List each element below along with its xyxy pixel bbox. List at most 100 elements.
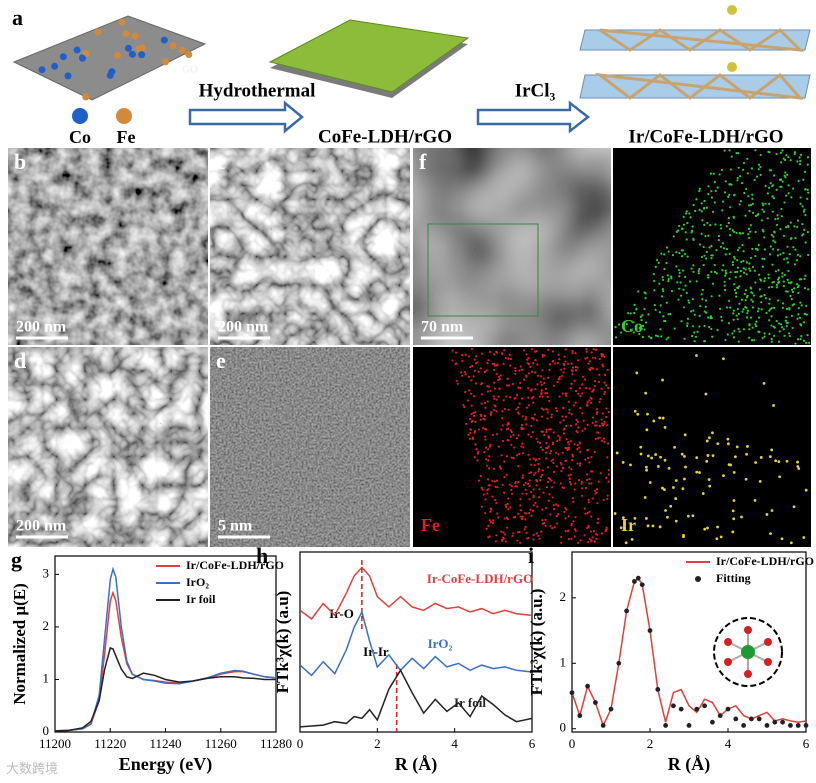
map-dot (607, 411, 610, 414)
map-dot (541, 355, 544, 358)
map-dot (546, 466, 549, 469)
map-dot (782, 328, 785, 331)
map-dot (529, 471, 533, 474)
map-dot (571, 459, 574, 462)
map-dot (474, 411, 477, 414)
map-dot (545, 442, 548, 445)
map-dot (501, 538, 504, 542)
co-atom (72, 108, 88, 124)
map-dot (603, 355, 606, 358)
map-dot (781, 272, 784, 275)
map-dot (755, 175, 759, 178)
map-dot (496, 485, 499, 489)
map-dot (787, 225, 790, 228)
map-dot (589, 396, 592, 399)
map-dot (737, 312, 740, 315)
map-dot (530, 348, 533, 351)
map-dot (763, 335, 766, 338)
map-dot (477, 479, 481, 482)
map-dot (702, 207, 706, 210)
map-dot (571, 352, 574, 355)
map-dot (799, 202, 802, 205)
map-dot (586, 423, 589, 427)
map-dot (540, 530, 543, 533)
map-dot (472, 375, 475, 378)
map-dot (586, 401, 589, 404)
map-dot (737, 340, 740, 343)
map-dot (772, 197, 776, 200)
map-dot (751, 247, 754, 251)
map-dot (550, 416, 553, 419)
map-dot (530, 424, 533, 427)
go-sheet (12, 15, 207, 101)
map-dot (806, 197, 809, 200)
map-dot (546, 417, 549, 420)
atom (38, 66, 46, 74)
map-dot (780, 207, 783, 211)
map-dot (661, 276, 664, 279)
map-dot (598, 424, 601, 428)
map-dot (679, 281, 682, 284)
map-dot (723, 149, 726, 152)
map-dot (643, 328, 646, 331)
x-tick-label: 2 (374, 736, 381, 751)
map-dot (501, 439, 505, 443)
map-dot (535, 532, 538, 535)
map-dot (745, 296, 749, 299)
map-dot (661, 416, 665, 420)
map-dot (703, 310, 706, 313)
map-dot (663, 458, 667, 462)
map-dot (663, 425, 667, 429)
map-dot (552, 461, 555, 465)
map-dot (681, 487, 685, 491)
map-dot (779, 151, 782, 154)
map-dot (789, 159, 792, 162)
map-dot (596, 410, 599, 414)
map-dot (479, 367, 482, 370)
map-dot (703, 340, 706, 343)
inset-atom (724, 638, 732, 646)
map-dot (725, 306, 729, 309)
map-dot (734, 291, 738, 294)
map-dot (472, 394, 476, 398)
map-label: Fe (421, 515, 440, 535)
map-dot (529, 490, 533, 494)
map-dot (600, 439, 604, 442)
map-dot (567, 400, 570, 403)
map-dot (763, 279, 766, 283)
map-dot (569, 424, 573, 427)
map-dot (676, 281, 679, 284)
map-dot (636, 412, 640, 416)
map-dot (690, 231, 693, 234)
map-dot (763, 236, 766, 239)
map-dot (781, 180, 784, 183)
map-dot (479, 474, 482, 477)
map-dot (532, 401, 535, 404)
map-dot (463, 370, 467, 374)
map-dot (736, 286, 739, 289)
map-dot (721, 200, 725, 203)
map-dot (560, 368, 563, 371)
map-dot (534, 358, 537, 362)
map-dot (675, 265, 678, 268)
map-dot (783, 258, 786, 261)
map-dot (485, 527, 488, 530)
map-dot (737, 166, 740, 169)
map-dot (512, 532, 515, 535)
map-dot (722, 474, 725, 478)
map-dot (540, 391, 543, 394)
data-point (756, 716, 762, 722)
map-dot (590, 455, 593, 459)
map-dot (768, 302, 771, 305)
map-dot (770, 324, 773, 327)
map-dot (727, 322, 731, 325)
legend-label: Ir/CoFe-LDH/rGO (716, 554, 814, 568)
map-dot (745, 187, 748, 191)
map-dot (748, 336, 751, 339)
map-dot (563, 510, 566, 514)
map-dot (547, 376, 550, 379)
map-dot (746, 157, 749, 160)
map-dot (798, 316, 802, 319)
map-dot (600, 387, 603, 390)
map-dot (560, 469, 563, 473)
